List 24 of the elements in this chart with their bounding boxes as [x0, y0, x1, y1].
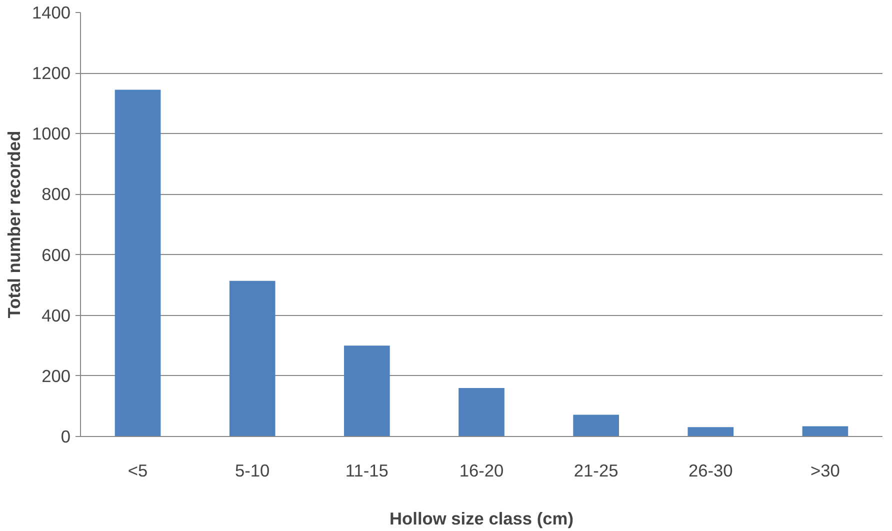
bar	[688, 427, 734, 436]
bar	[458, 388, 504, 436]
bar	[573, 414, 619, 436]
x-tick-label: 21-25	[574, 460, 618, 480]
bar	[229, 280, 276, 436]
x-axis-title: Hollow size class (cm)	[390, 508, 574, 528]
y-tick-label: 1000	[32, 124, 71, 144]
y-tick-label: 800	[42, 184, 71, 204]
x-tick-label: 16-20	[459, 460, 504, 480]
y-axis-title: Total number recorded	[4, 130, 24, 318]
x-tick-label: 5-10	[235, 460, 270, 480]
y-tick-label: 600	[42, 244, 71, 265]
y-tick-label: 0	[60, 426, 71, 446]
y-tick-label: 200	[42, 366, 71, 386]
bar	[114, 90, 161, 436]
bar	[344, 346, 390, 436]
bar	[802, 426, 848, 436]
x-tick-label: <5	[128, 460, 148, 480]
x-tick-label: >30	[810, 460, 840, 480]
x-tick-label: 26-30	[688, 460, 733, 480]
y-tick-label: 1200	[32, 63, 71, 84]
y-tick-label: 1400	[32, 2, 71, 22]
x-tick-label: 11-15	[345, 460, 388, 480]
y-tick-label: 400	[42, 305, 71, 326]
